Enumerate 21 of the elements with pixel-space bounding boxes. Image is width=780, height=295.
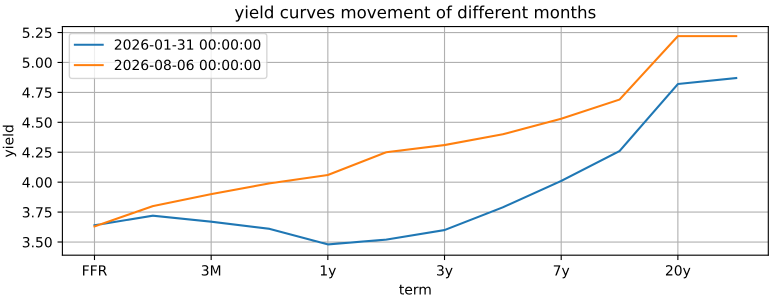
x-tick-label: 20y xyxy=(666,265,690,278)
chart-title: yield curves movement of different months xyxy=(234,6,596,22)
legend-label: 2026-01-31 00:00:00 xyxy=(114,39,260,50)
y-tick-label: 4.75 xyxy=(22,88,52,98)
line-series xyxy=(93,76,738,246)
y-tick-label: 4.00 xyxy=(22,177,52,188)
y-tick-label: 4.25 xyxy=(22,147,52,158)
x-tick-label: 7y xyxy=(554,265,570,278)
x-axis-title: term xyxy=(399,284,431,295)
x-tick-label: 3y xyxy=(437,265,453,278)
y-tick-label: 5.25 xyxy=(22,28,52,38)
x-tick-label: FFR xyxy=(83,265,107,276)
line-series xyxy=(93,35,738,228)
y-tick-label: 5.00 xyxy=(22,57,52,68)
y-axis-title: yield xyxy=(2,125,16,158)
x-tick-label: 1y xyxy=(320,265,336,278)
y-tick-label: 4.50 xyxy=(22,117,52,128)
x-tick-label: 3M xyxy=(202,265,220,276)
y-tick-label: 3.50 xyxy=(22,236,52,248)
legend-label: 2026-08-06 00:00:00 xyxy=(114,60,260,70)
y-tick-label: 3.75 xyxy=(22,207,52,218)
